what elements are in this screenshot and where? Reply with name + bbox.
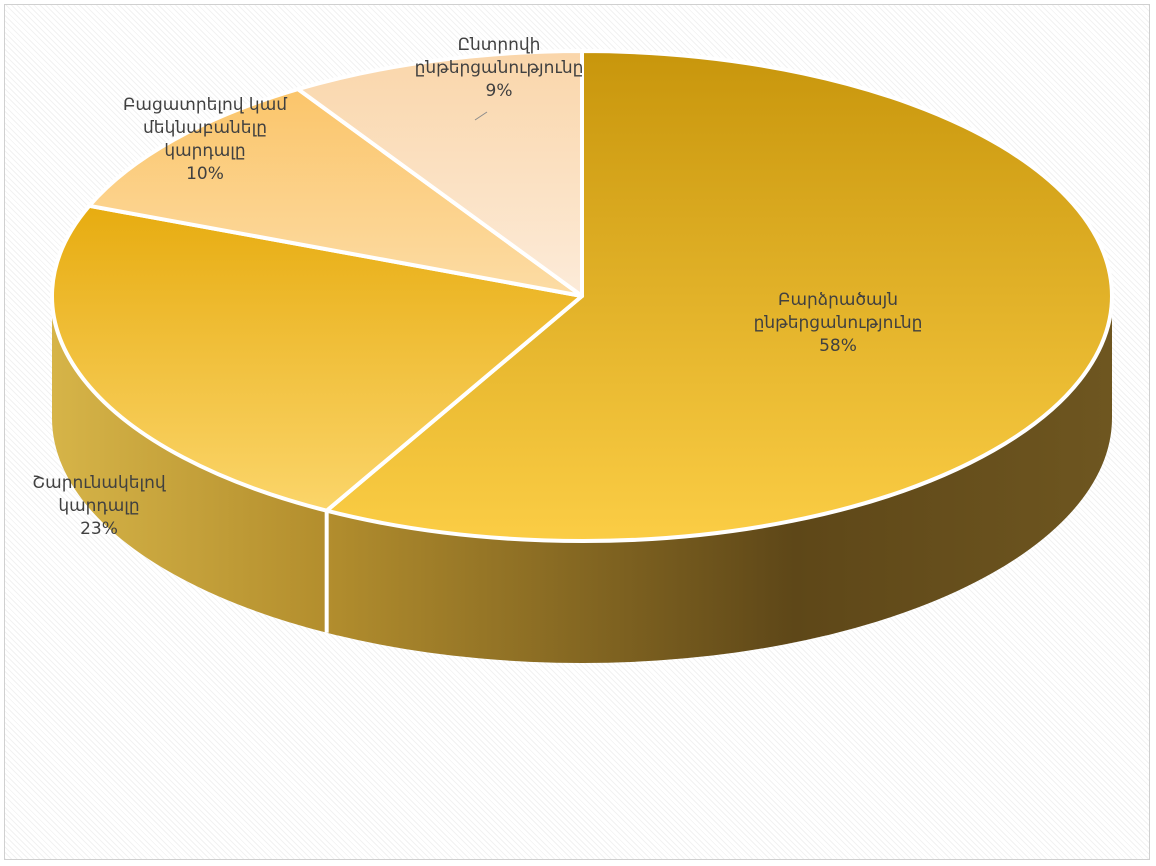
pie-side-wall xyxy=(52,296,1112,663)
slice-leader-line xyxy=(474,111,488,121)
pie-slice-0 xyxy=(324,49,1114,543)
slice-value-label: 10% xyxy=(186,164,224,184)
slice-value-label: 58% xyxy=(819,336,857,356)
slice-label-line: կարդալը xyxy=(58,496,139,516)
slice-label-line: ընթերցանությունը xyxy=(754,313,923,333)
slice-value-label: 23% xyxy=(80,519,118,539)
slice-label-3: Ընտրովի ընթերցանությունը 9% xyxy=(415,35,584,101)
pie-labels: Բարձրածայն ընթերցանությունը 58% Շարունակելո… xyxy=(32,35,922,539)
slice-label-line: մեկնաբանելը xyxy=(143,118,267,138)
slice-label-1: Շարունակելով կարդալը 23% xyxy=(32,473,166,539)
pie-slice-2 xyxy=(87,87,584,298)
pie-slice-1 xyxy=(50,203,584,513)
slice-label-line: կարդալը xyxy=(164,141,245,161)
slice-label-line: Ընտրովի xyxy=(458,35,541,55)
slice-value-label: 9% xyxy=(486,81,513,101)
slice-label-0: Բարձրածայն ընթերցանությունը 58% xyxy=(754,290,923,356)
pie-slice-3 xyxy=(296,49,584,298)
slice-label-2: Բացատրելով կամ մեկնաբանելը կարդալը 10% xyxy=(123,95,287,184)
pie-side-surface xyxy=(52,296,1112,663)
slice-label-line: Բացատրելով կամ xyxy=(123,95,287,115)
slice-label-line: ընթերցանությունը xyxy=(415,58,584,78)
slice-label-line: Բարձրածայն xyxy=(778,290,898,310)
pie-slices xyxy=(50,49,1114,543)
slice-label-line: Շարունակելով xyxy=(32,473,166,493)
